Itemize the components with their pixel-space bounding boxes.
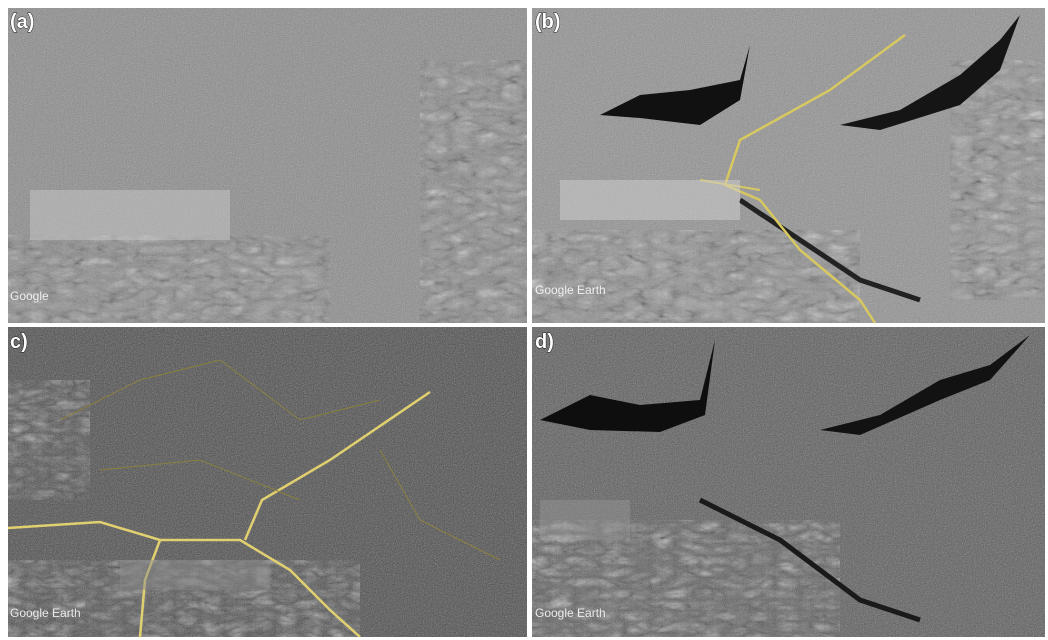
- panel-d: [532, 327, 1045, 637]
- panel-c: [8, 327, 527, 637]
- panel-b: [532, 8, 1045, 323]
- watermark: Google Earth: [10, 606, 81, 620]
- watermark: Google Earth: [535, 283, 606, 297]
- panel-label: c): [10, 331, 28, 353]
- watermark: Google Earth: [535, 606, 606, 620]
- watermark: Google: [10, 289, 49, 303]
- panel-label: d): [535, 331, 554, 353]
- panel-label: (a): [10, 11, 34, 33]
- panel-label: (b): [535, 11, 561, 33]
- panel-a: [8, 8, 527, 323]
- figure: (a) (b) c) d) Google Google Earth Google…: [0, 0, 1048, 640]
